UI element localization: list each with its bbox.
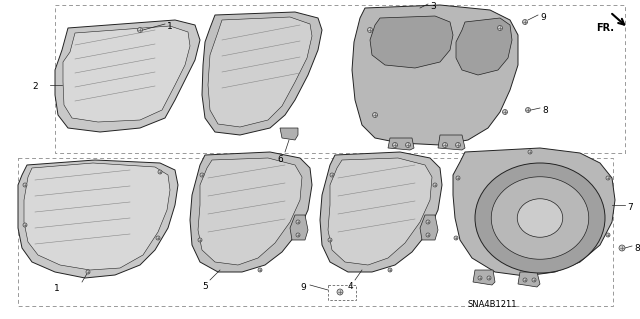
Text: 2: 2 (33, 82, 38, 91)
Text: 8: 8 (542, 106, 548, 115)
Ellipse shape (475, 163, 605, 273)
Circle shape (296, 233, 300, 237)
Text: 4: 4 (347, 282, 353, 291)
Text: 9: 9 (300, 283, 306, 292)
Circle shape (433, 183, 437, 187)
Circle shape (442, 143, 447, 147)
Circle shape (372, 113, 378, 117)
Polygon shape (55, 20, 200, 132)
Polygon shape (352, 5, 518, 145)
Circle shape (23, 223, 27, 227)
Ellipse shape (492, 177, 589, 259)
Text: 6: 6 (277, 155, 283, 164)
Circle shape (388, 268, 392, 272)
Text: 3: 3 (430, 2, 436, 11)
Circle shape (138, 27, 143, 33)
Circle shape (523, 278, 527, 282)
Circle shape (156, 236, 160, 240)
Circle shape (200, 173, 204, 177)
Polygon shape (420, 215, 438, 240)
Bar (328, 285, 356, 300)
Circle shape (606, 176, 610, 180)
Circle shape (456, 143, 461, 147)
Circle shape (456, 176, 460, 180)
Circle shape (606, 233, 610, 237)
Polygon shape (438, 135, 465, 150)
Circle shape (528, 150, 532, 154)
Bar (18, 158, 613, 306)
Circle shape (619, 245, 625, 251)
Polygon shape (320, 152, 442, 272)
Circle shape (337, 289, 343, 295)
Polygon shape (63, 26, 190, 122)
Polygon shape (202, 12, 322, 135)
Polygon shape (388, 138, 414, 150)
Circle shape (487, 276, 491, 280)
Circle shape (392, 143, 397, 147)
Text: 9: 9 (540, 13, 546, 22)
Circle shape (478, 276, 482, 280)
Polygon shape (518, 272, 540, 287)
Ellipse shape (517, 199, 563, 237)
Text: 8: 8 (634, 244, 640, 253)
Circle shape (426, 220, 430, 224)
Circle shape (367, 27, 372, 33)
Text: SNA4B1211: SNA4B1211 (468, 300, 518, 309)
Polygon shape (290, 215, 308, 240)
Polygon shape (198, 158, 302, 265)
Text: 7: 7 (627, 203, 633, 212)
Circle shape (522, 19, 527, 25)
Circle shape (532, 278, 536, 282)
Circle shape (406, 143, 410, 147)
Text: 1: 1 (54, 284, 60, 293)
Circle shape (296, 220, 300, 224)
Circle shape (502, 109, 508, 115)
Circle shape (198, 238, 202, 242)
Circle shape (330, 173, 334, 177)
Polygon shape (456, 18, 512, 75)
Polygon shape (328, 158, 432, 265)
Text: FR.: FR. (596, 23, 614, 33)
Polygon shape (24, 163, 170, 270)
Circle shape (497, 26, 502, 31)
Text: 1: 1 (167, 22, 173, 31)
Circle shape (454, 236, 458, 240)
Circle shape (258, 268, 262, 272)
Polygon shape (190, 152, 312, 272)
Polygon shape (453, 148, 615, 276)
Polygon shape (18, 160, 178, 278)
Bar (55, 5, 625, 153)
Polygon shape (473, 270, 495, 285)
Circle shape (525, 108, 531, 113)
Circle shape (426, 233, 430, 237)
Polygon shape (370, 16, 453, 68)
Text: 5: 5 (202, 282, 208, 291)
Circle shape (158, 170, 162, 174)
Circle shape (23, 183, 27, 187)
Circle shape (328, 238, 332, 242)
Polygon shape (208, 17, 312, 127)
Circle shape (86, 270, 90, 274)
Polygon shape (280, 128, 298, 140)
